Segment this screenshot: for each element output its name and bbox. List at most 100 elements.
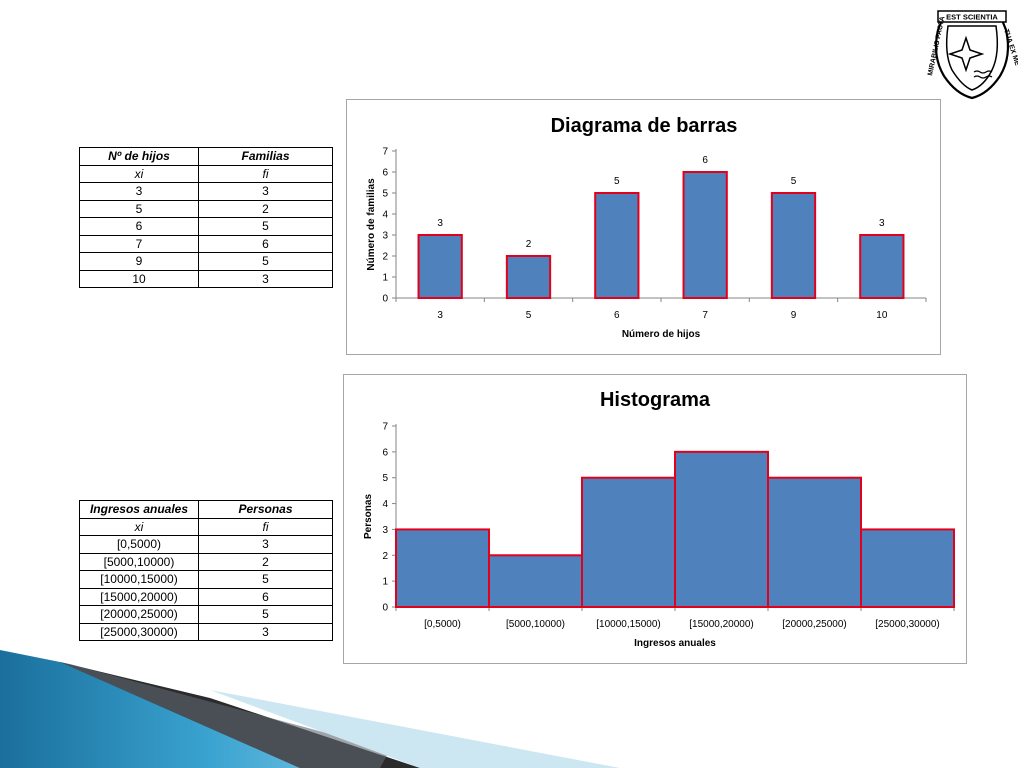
bar [395, 528, 490, 608]
data-label: 2 [526, 239, 532, 250]
table-cell: [15000,20000) [79, 587, 199, 606]
y-axis-label: Personas [363, 494, 374, 539]
data-label: 6 [702, 155, 708, 166]
table-cell: 6 [79, 217, 199, 236]
bar [505, 255, 552, 299]
university-seal-logo: EST SCIENTIA MIRABILIS FACTA TUA EX ME [927, 10, 1018, 100]
bar [770, 192, 817, 299]
y-tick-label: 4 [382, 210, 388, 221]
x-tick-label: [0,5000) [424, 619, 461, 630]
table-row: 10 3 [79, 269, 333, 288]
table-header-cell: Personas [198, 500, 333, 519]
table-row: [5000,10000) 2 [79, 552, 333, 571]
bar-chart-box: Diagrama de barras 0 1 2 3 4 5 6 7 3 3 5 2 6 5 7 6 9 5 10 3 N… [346, 99, 941, 355]
x-axis-label: Ingresos anuales [634, 638, 716, 649]
table-cell: 2 [198, 199, 333, 218]
y-tick-label: 6 [382, 168, 388, 179]
table-cell: 5 [79, 199, 199, 218]
y-tick-label: 2 [382, 252, 388, 263]
x-tick-label: [20000,25000) [782, 619, 847, 630]
x-tick-label: 9 [791, 310, 797, 321]
table-cell: [25000,30000) [79, 622, 199, 641]
table-row: [0,5000) 3 [79, 535, 333, 554]
y-tick-label: 3 [382, 525, 388, 536]
table-cell: 5 [198, 570, 333, 589]
bar [581, 476, 676, 609]
bar [417, 234, 463, 299]
bar [682, 171, 728, 299]
table-subheader-cell: fi [198, 164, 333, 183]
bar [488, 554, 583, 609]
x-tick-label: [15000,20000) [689, 619, 754, 630]
table-cell: 7 [79, 234, 199, 253]
table-cell: 9 [79, 252, 199, 271]
x-axis-label: Número de hijos [622, 329, 701, 340]
y-tick-label: 2 [382, 551, 388, 562]
table-cell: [0,5000) [79, 535, 199, 554]
table-header-cell: Familias [198, 147, 333, 166]
table-cell: 3 [198, 269, 333, 288]
y-tick-label: 6 [382, 447, 388, 458]
table-cell: 10 [79, 269, 199, 288]
y-tick-label: 1 [382, 273, 388, 284]
x-tick-label: 6 [614, 310, 620, 321]
bar-chart: Diagrama de barras012345673352657695103N… [366, 115, 927, 340]
table-subheader-cell: fi [198, 517, 333, 536]
y-tick-label: 7 [382, 422, 388, 433]
y-tick-label: 5 [382, 473, 388, 484]
y-tick-label: 1 [382, 577, 388, 588]
x-tick-label: 3 [437, 310, 443, 321]
bar [860, 528, 955, 608]
table-cell: 3 [198, 622, 333, 641]
table-cell: 5 [198, 217, 333, 236]
svg-text:EST SCIENTIA: EST SCIENTIA [946, 13, 998, 22]
data-label: 3 [879, 218, 885, 229]
x-tick-label: [25000,30000) [875, 619, 940, 630]
y-tick-label: 3 [382, 231, 388, 242]
bar [859, 234, 905, 299]
data-label: 5 [791, 176, 797, 187]
table-subheader-cell: xi [79, 164, 199, 183]
x-tick-label: 5 [526, 310, 532, 321]
income-frequency-table: Ingresos anuales Personas xi fi [0,5000)… [79, 500, 333, 641]
histogram-box: Histograma 0 1 2 3 4 5 6 7 [0,5000) [5000,10000) [1… [343, 374, 967, 664]
table-cell: 3 [198, 182, 333, 201]
table-cell: 6 [198, 587, 333, 606]
chart-title: Diagrama de barras [551, 115, 738, 137]
table-row: [25000,30000) 3 [79, 622, 333, 641]
y-tick-label: 7 [382, 147, 388, 158]
table-header-cell: Nº de hijos [79, 147, 199, 166]
table-subheader-cell: xi [79, 517, 199, 536]
bar [674, 450, 769, 608]
table-cell: 5 [198, 252, 333, 271]
y-axis-label: Número de familias [366, 178, 377, 271]
table-row: [20000,25000) 5 [79, 605, 333, 624]
x-tick-label: 7 [702, 310, 708, 321]
x-tick-label: 10 [876, 310, 888, 321]
chart-title: Histograma [600, 389, 711, 411]
y-tick-label: 5 [382, 189, 388, 200]
table-row: [10000,15000) 5 [79, 570, 333, 589]
table-cell: 5 [198, 605, 333, 624]
table-cell: 6 [198, 234, 333, 253]
table-cell: 3 [79, 182, 199, 201]
decorative-corner-swoosh [0, 650, 620, 768]
data-label: 5 [614, 176, 620, 187]
bar [594, 192, 640, 299]
y-tick-label: 0 [382, 294, 388, 305]
table-cell: 3 [198, 535, 333, 554]
table-cell: [20000,25000) [79, 605, 199, 624]
histogram-chart: Histograma 0 1 2 3 4 5 6 7 [0,5000) [5000,10000) [1… [363, 389, 955, 649]
table-cell: [10000,15000) [79, 570, 199, 589]
y-tick-label: 0 [382, 603, 388, 614]
table-cell: [5000,10000) [79, 552, 199, 571]
x-tick-label: [10000,15000) [596, 619, 661, 630]
table-cell: 2 [198, 552, 333, 571]
table-header-cell: Ingresos anuales [79, 500, 199, 519]
